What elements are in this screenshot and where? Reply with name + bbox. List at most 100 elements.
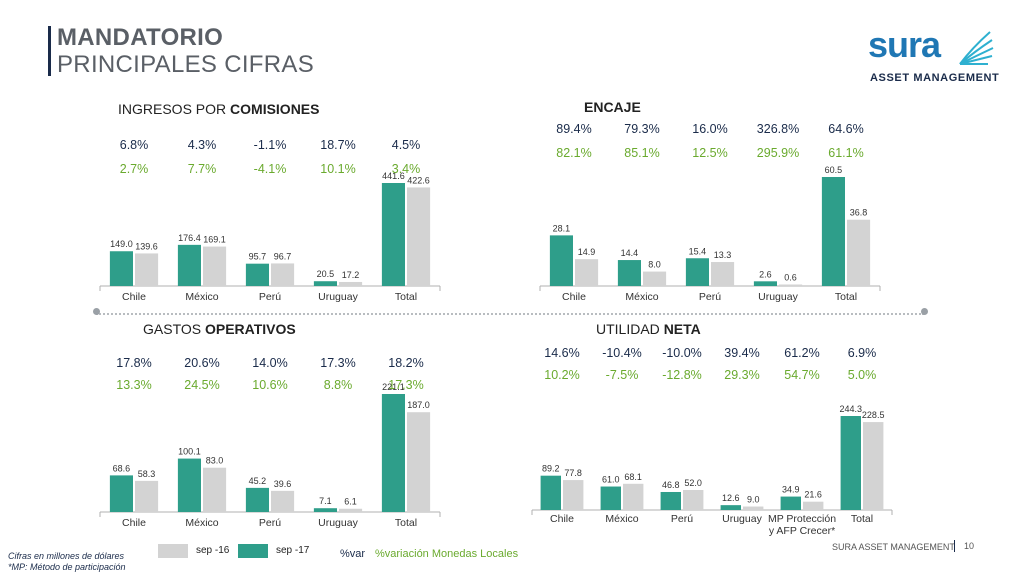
bar-sep17 [109, 475, 133, 512]
chart-svg: 149.0 139.6 Chile 176.4 169.1 México 95.7 96.7 P… [99, 171, 441, 303]
bar-value-label: 2.6 [759, 269, 772, 279]
legend-swatch-sep16 [158, 544, 188, 558]
var-pct-label: 20.6% [184, 356, 220, 370]
bar-value-label: 228.5 [862, 410, 885, 420]
bar-value-label: 34.9 [782, 485, 800, 495]
chart-gastos-operativos: 68.6 58.3 Chile 100.1 83.0 México 45.2 39.6 Perú… [88, 338, 448, 538]
bar-value-label: 6.1 [344, 497, 357, 507]
legend-label-sep17: sep -17 [276, 545, 310, 556]
section-title-bold: OPERATIVOS [204, 321, 296, 337]
bar-value-label: 46.8 [662, 480, 680, 490]
bar-sep17 [720, 505, 741, 510]
bar-value-label: 83.0 [206, 456, 224, 466]
var-local-pct-label: 5.0% [847, 368, 877, 382]
var-pct-label: 16.0% [692, 122, 728, 136]
category-label: Chile [562, 291, 586, 303]
bar-sep17 [381, 183, 405, 286]
bar-value-label: 39.6 [274, 479, 292, 489]
bar-value-label: 8.0 [648, 260, 661, 270]
bar-value-label: 176.4 [178, 233, 201, 243]
var-pct-label: 18.2% [388, 356, 424, 370]
section-title-normal: INGRESOS POR [118, 101, 231, 117]
category-label: Total [851, 513, 873, 525]
category-label: Uruguay [758, 291, 798, 303]
page-number: 10 [964, 541, 975, 551]
category-label: Total [835, 291, 857, 303]
var-local-pct-label: -12.8% [662, 368, 702, 382]
bar-sep17 [245, 263, 269, 286]
category-label: México [185, 291, 218, 303]
legend-swatch-sep17 [238, 544, 268, 558]
bar-value-label: 68.6 [113, 463, 131, 473]
chart-ingresos-comisiones: 149.0 139.6 Chile 176.4 169.1 México 95.7 96.7 P… [88, 110, 448, 310]
var-pct-label: 18.7% [320, 138, 356, 152]
section-title-encaje: ENCAJE [584, 99, 641, 115]
var-pct-label: 4.5% [391, 138, 421, 152]
chart-utilidad-neta: 89.2 77.8 Chile 61.0 68.1 México 46.8 52.0 Perú 1… [520, 330, 900, 540]
var-pct-label: 6.8% [119, 138, 149, 152]
bar-sep17 [821, 177, 845, 286]
category-label: Total [395, 291, 417, 303]
bar-sep16 [575, 259, 599, 286]
bar-value-label: 45.2 [249, 476, 267, 486]
bar-value-label: 20.5 [317, 269, 335, 279]
chart-svg: 89.2 77.8 Chile 61.0 68.1 México 46.8 52.0 Perú 1… [531, 404, 893, 537]
var-local-pct-label: 12.5% [692, 146, 728, 160]
category-label: Chile [550, 513, 574, 525]
var-pct-label: -10.0% [662, 346, 702, 360]
bar-value-label: 17.2 [342, 270, 360, 280]
section-title-normal: GASTOS [143, 321, 205, 337]
bar-value-label: 15.4 [689, 246, 707, 256]
bar-value-label: 89.2 [542, 464, 560, 474]
bar-sep16 [803, 501, 824, 510]
category-label: Chile [122, 517, 146, 529]
bar-value-label: 95.7 [249, 252, 267, 262]
var-local-pct-label: 82.1% [556, 146, 592, 160]
var-local-pct-label: 10.1% [320, 162, 356, 176]
var-local-pct-label: 24.5% [184, 378, 220, 392]
var-local-pct-label: 54.7% [784, 368, 820, 382]
var-local-pct-label: 8.8% [323, 378, 353, 392]
var-local-pct-label: 29.3% [724, 368, 760, 382]
title-accent-bar [48, 26, 51, 76]
bar-value-label: 221.1 [382, 382, 405, 392]
var-local-pct-label: 85.1% [624, 146, 660, 160]
bar-value-label: 7.1 [319, 496, 332, 506]
bar-value-label: 77.8 [564, 468, 582, 478]
footnote-mp: *MP: Método de participación [8, 562, 126, 572]
bar-sep16 [271, 263, 295, 286]
bar-sep16 [407, 187, 431, 286]
bar-sep17 [685, 258, 709, 286]
var-pct-label: -1.1% [253, 138, 287, 152]
var-local-pct-label: 13.3% [116, 378, 152, 392]
var-pct-label: 64.6% [828, 122, 864, 136]
bar-value-label: 61.0 [602, 475, 620, 485]
bar-sep17 [840, 416, 861, 510]
category-label: MP Protección [768, 513, 836, 525]
footer-brand: SURA ASSET MANAGEMENT [832, 542, 955, 552]
var-local-pct-label: 2.7% [119, 162, 149, 176]
bar-value-label: 21.6 [804, 490, 822, 500]
bar-sep16 [683, 489, 704, 510]
var-pct-label: 17.3% [320, 356, 356, 370]
bar-value-label: 96.7 [274, 251, 292, 261]
section-title-ingresos: INGRESOS POR COMISIONES [118, 101, 320, 117]
bar-sep16 [339, 508, 363, 512]
category-label: Perú [259, 517, 281, 529]
bar-value-label: 60.5 [825, 165, 843, 175]
var-local-pct-label: 10.6% [252, 378, 288, 392]
var-pct-label: 61.2% [784, 346, 820, 360]
category-label: y AFP Crecer* [769, 525, 835, 537]
var-pct-label: 17.8% [116, 356, 152, 370]
bar-sep17 [540, 475, 561, 510]
bar-sep16 [203, 246, 227, 286]
bar-sep16 [407, 412, 431, 512]
bar-value-label: 14.4 [621, 248, 639, 258]
var-pct-label: 79.3% [624, 122, 660, 136]
var-pct-label: 6.9% [847, 346, 877, 360]
section-title-bold: COMISIONES [230, 101, 320, 117]
bar-value-label: 13.3 [714, 250, 732, 260]
bar-sep16 [135, 480, 159, 512]
category-label: Chile [122, 291, 146, 303]
bar-sep17 [109, 251, 133, 286]
